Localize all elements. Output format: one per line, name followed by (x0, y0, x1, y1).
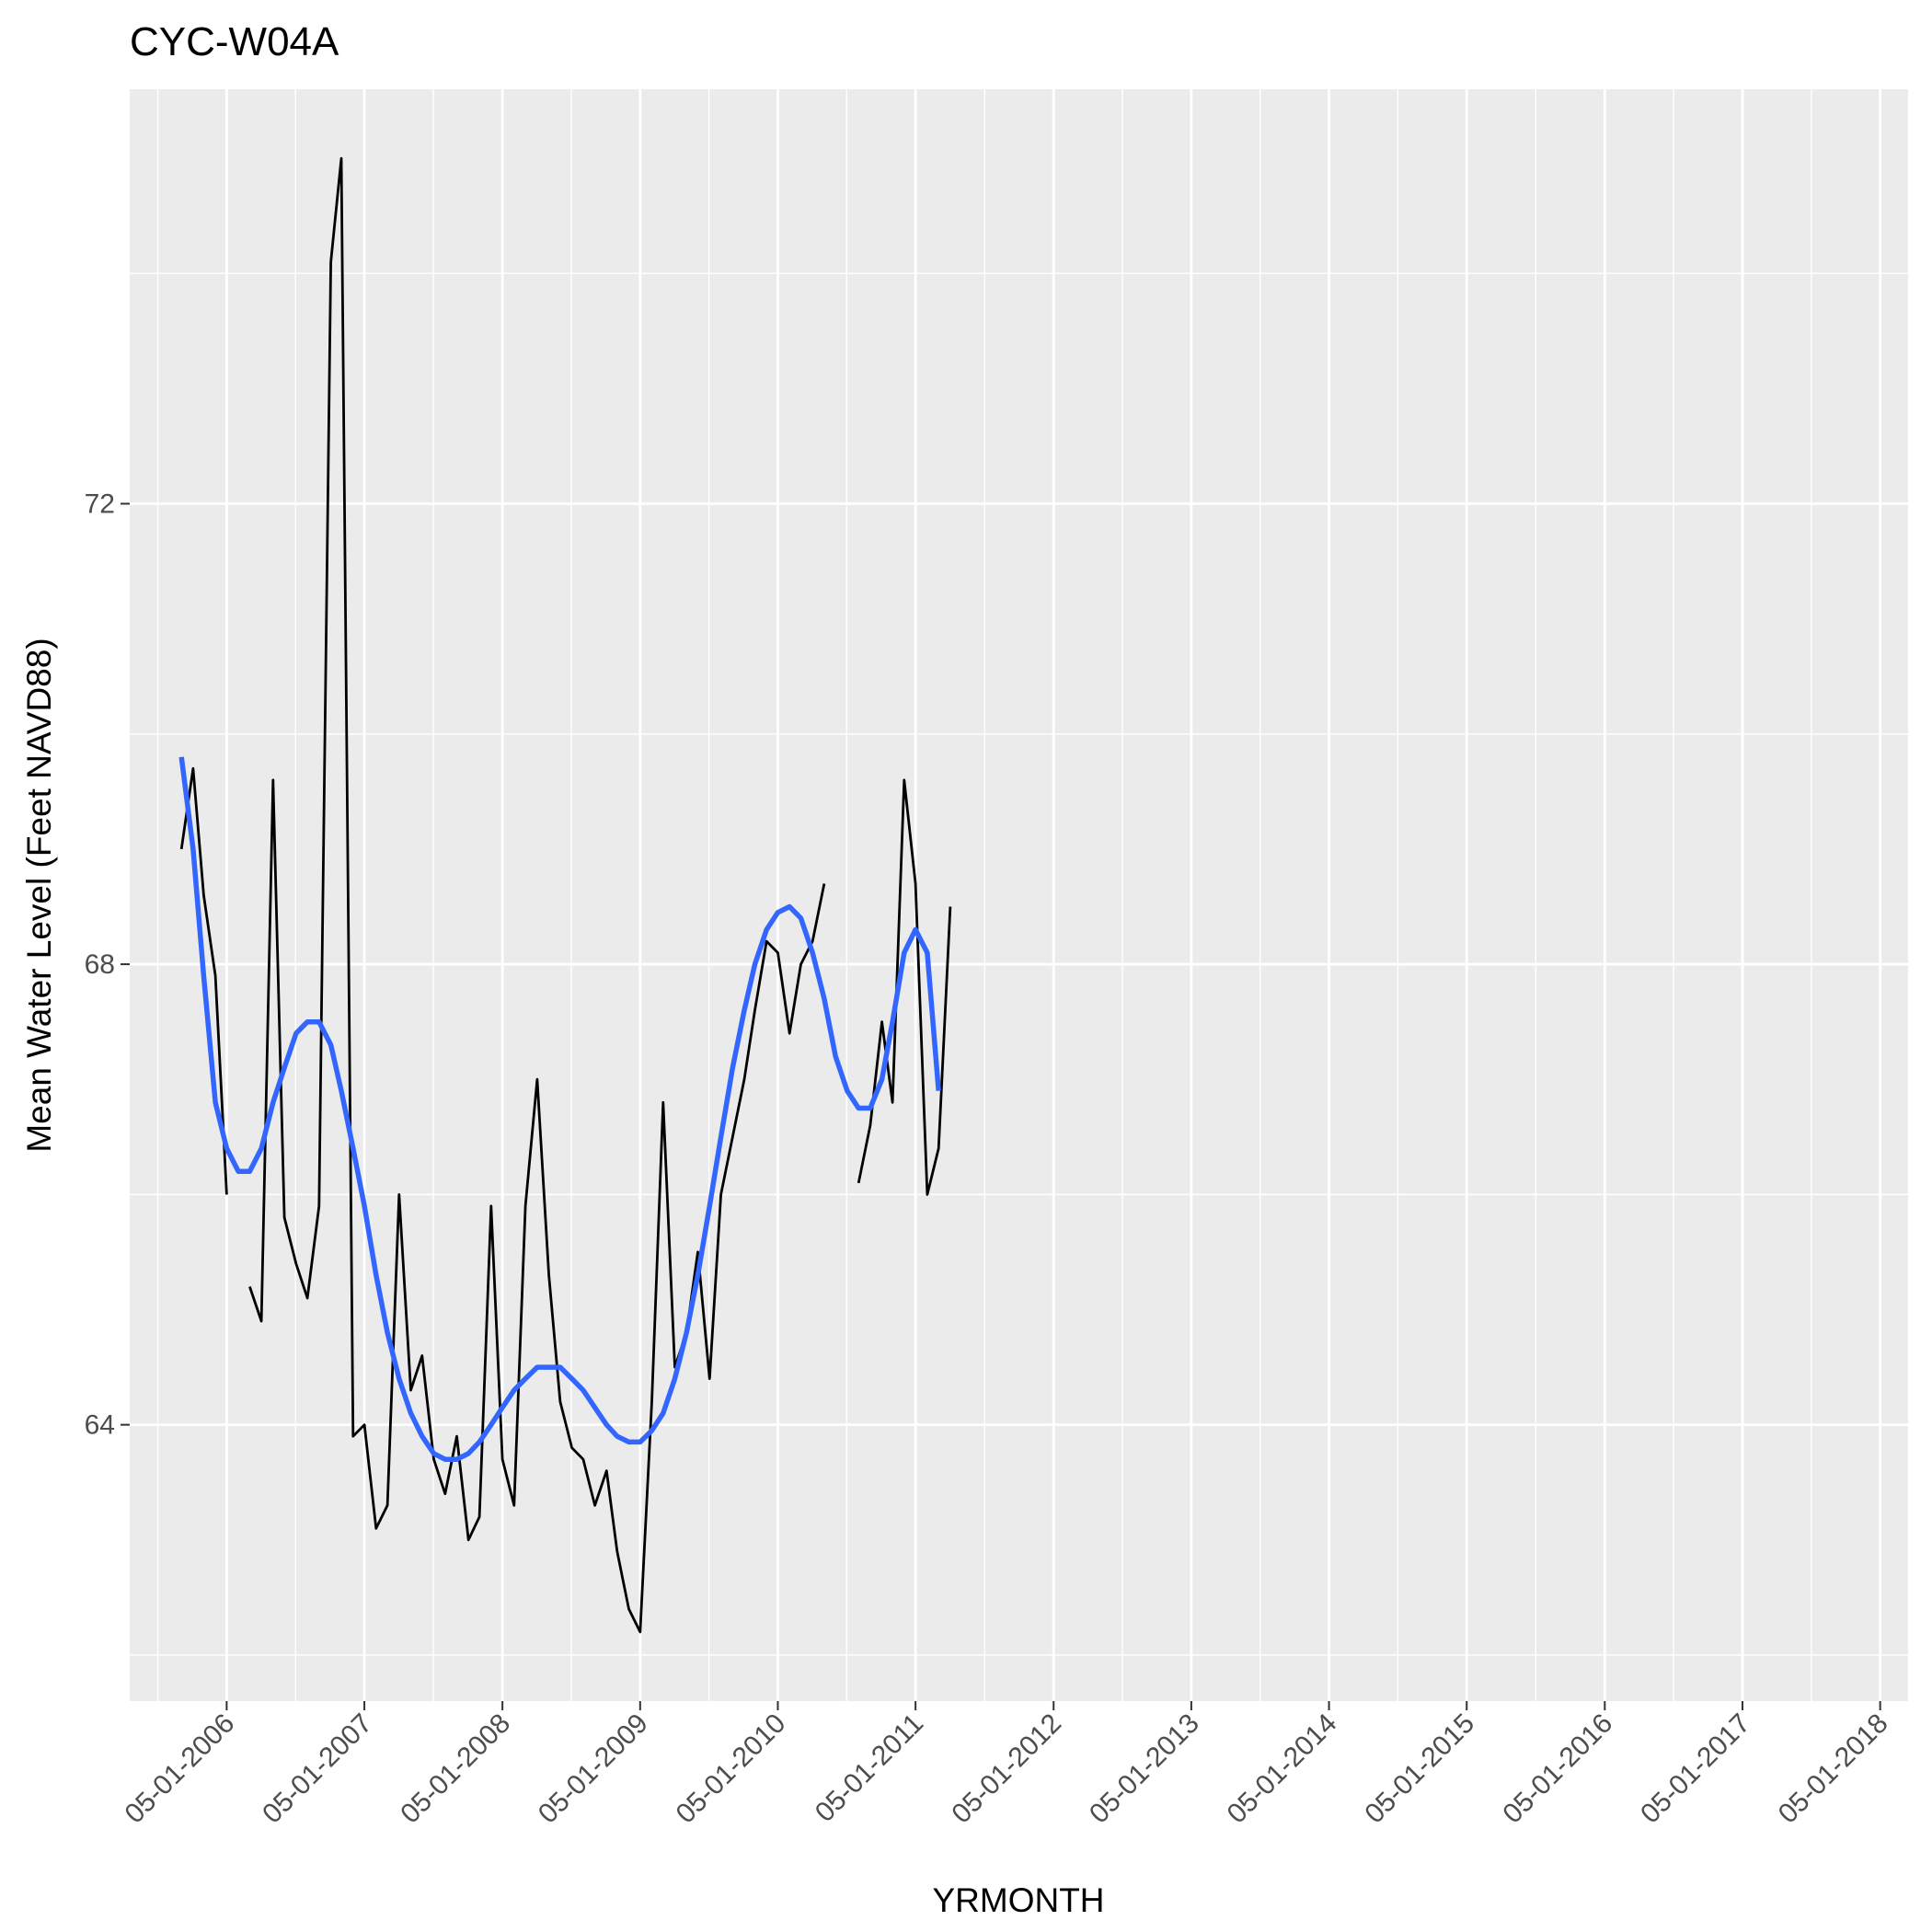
y-tick-label: 68 (85, 949, 115, 980)
series-lines (178, 156, 952, 1634)
y-tick-label: 72 (85, 489, 115, 520)
smooth-trend-line (178, 756, 941, 1462)
water-level-line (857, 778, 952, 1196)
y-axis-title: Mean Water Level (Feet NAVD88) (20, 638, 58, 1152)
plot-panel (130, 89, 1908, 1701)
x-axis-title: YRMONTH (932, 1881, 1104, 1919)
chart-title: CYC-W04A (130, 19, 339, 64)
water-level-line (179, 766, 228, 1195)
water-level-line (248, 156, 826, 1634)
minor-gridlines (130, 89, 1908, 1701)
y-tick-label: 64 (85, 1410, 115, 1441)
